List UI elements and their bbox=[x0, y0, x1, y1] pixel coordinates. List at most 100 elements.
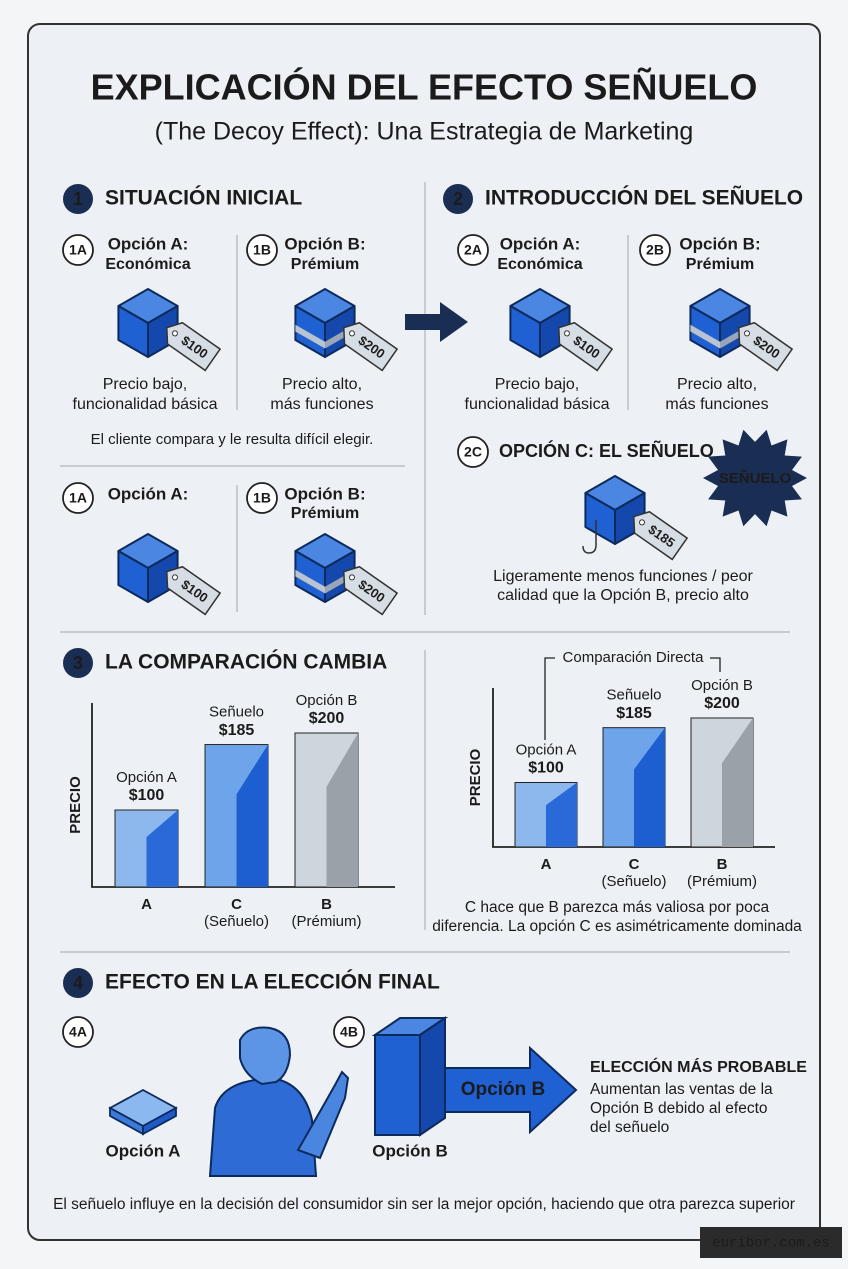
section-number-text: 1 bbox=[73, 189, 83, 209]
badge bbox=[62, 234, 94, 266]
bar-category: (Prémium) bbox=[687, 873, 757, 890]
bar-shade bbox=[722, 718, 753, 847]
option-tier: Prémium bbox=[291, 505, 359, 522]
decoy-desc: calidad que la Opción B, precio alto bbox=[497, 587, 749, 604]
bar-shade bbox=[236, 744, 268, 887]
badge bbox=[62, 482, 94, 514]
bar-value-label: $185 bbox=[219, 722, 255, 739]
decoy-desc: Ligeramente menos funciones / peor bbox=[493, 568, 753, 585]
section-number bbox=[63, 648, 93, 678]
bar-category: C bbox=[231, 896, 242, 913]
arrow-label: Opción B bbox=[461, 1079, 545, 1100]
section-number bbox=[443, 184, 473, 214]
heading: INTRODUCCIÓN DEL SEÑUELO bbox=[485, 186, 803, 210]
bar-category: A bbox=[141, 896, 152, 913]
badge bbox=[62, 1016, 94, 1048]
badge bbox=[333, 1016, 365, 1048]
result-text: del señuelo bbox=[590, 1119, 669, 1136]
bar-value-label: $100 bbox=[129, 787, 165, 804]
person-arm bbox=[296, 1070, 350, 1160]
option-tier: Económica bbox=[105, 256, 190, 273]
tall-box-front bbox=[374, 1034, 421, 1136]
badge-text: 4B bbox=[340, 1024, 358, 1040]
option-name: Opción B: bbox=[284, 234, 365, 253]
option-tier: Prémium bbox=[291, 256, 359, 273]
bar-top-label: Señuelo bbox=[209, 704, 264, 721]
tag-hole bbox=[348, 574, 355, 581]
arrow bbox=[405, 302, 468, 342]
option-desc: Precio alto, bbox=[282, 376, 362, 393]
bar-shade bbox=[146, 810, 178, 887]
result-title: ELECCIÓN MÁS PROBABLE bbox=[590, 1057, 807, 1076]
option-name: Opción A: bbox=[108, 234, 189, 253]
badge-text: 4A bbox=[69, 1024, 87, 1040]
burst-text: SEÑUELO bbox=[719, 469, 792, 487]
tag-shape bbox=[738, 321, 794, 372]
cube-stripe bbox=[295, 324, 325, 349]
bar-category: C bbox=[629, 856, 640, 873]
chart-note: diferencia. La opción C es asimétricamen… bbox=[432, 918, 802, 935]
bracket bbox=[544, 657, 555, 740]
tag-shape bbox=[166, 321, 222, 372]
bar-top-label: Opción A bbox=[116, 769, 177, 786]
axis bbox=[91, 703, 395, 888]
dividers bbox=[60, 182, 790, 953]
bar-shade bbox=[634, 727, 665, 847]
title: EXPLICACIÓN DEL EFECTO SEÑUELO bbox=[91, 66, 758, 108]
result-text: Opción B debido al efecto bbox=[590, 1100, 768, 1117]
option-name: Opción A: bbox=[500, 234, 581, 253]
axis-label: PRECIO bbox=[467, 748, 484, 806]
cube-stripe bbox=[690, 324, 720, 349]
bar-category: A bbox=[541, 856, 552, 873]
heading: SITUACIÓN INICIAL bbox=[105, 186, 302, 210]
option-desc: funcionalidad básica bbox=[465, 396, 610, 413]
option-name: Opción B: bbox=[284, 484, 365, 503]
tag-shape bbox=[343, 565, 399, 616]
badge bbox=[639, 234, 671, 266]
hook bbox=[582, 520, 597, 554]
footer: El señuelo influye en la decisión del co… bbox=[53, 1196, 795, 1213]
badge bbox=[246, 234, 278, 266]
tag-shape bbox=[166, 565, 222, 616]
tag-hole bbox=[171, 574, 178, 581]
heading: EFECTO EN LA ELECCIÓN FINAL bbox=[105, 970, 440, 994]
option-desc: Precio bajo, bbox=[495, 376, 580, 393]
bar-category: (Prémium) bbox=[292, 913, 362, 930]
result-text: Aumentan las ventas de la bbox=[590, 1081, 773, 1098]
cube-stripe bbox=[295, 569, 325, 594]
option-name: Opción A: bbox=[108, 484, 189, 503]
bracket bbox=[710, 657, 721, 672]
tag-hole bbox=[348, 330, 355, 337]
badge bbox=[246, 482, 278, 514]
heading: LA COMPARACIÓN CAMBIA bbox=[105, 650, 387, 674]
option-tier: Prémium bbox=[686, 256, 754, 273]
chart-note: C hace que B parezca más valiosa por poc… bbox=[465, 899, 770, 916]
badge-text: 1B bbox=[253, 490, 271, 506]
badge bbox=[457, 234, 489, 266]
bar-top-label: Señuelo bbox=[606, 687, 661, 704]
bar-value-label: $100 bbox=[528, 760, 564, 777]
bar-category: (Señuelo) bbox=[601, 873, 666, 890]
badge bbox=[457, 436, 489, 468]
axis-label: PRECIO bbox=[67, 776, 84, 834]
bracket-label: Comparación Directa bbox=[563, 649, 705, 666]
tag-shape bbox=[343, 321, 399, 372]
bar-shade bbox=[326, 733, 358, 887]
badge-text: 1A bbox=[69, 490, 87, 506]
option-label: Opción A bbox=[106, 1141, 181, 1160]
bar-value-label: $185 bbox=[616, 705, 652, 722]
bar-top-label: Opción B bbox=[296, 692, 358, 709]
tag-hole bbox=[743, 330, 750, 337]
person-head bbox=[239, 1026, 292, 1086]
badge-text: 1A bbox=[69, 242, 87, 258]
bar-top-label: Opción B bbox=[691, 677, 753, 694]
option-label: Opción B bbox=[372, 1141, 448, 1160]
tag-hole bbox=[638, 519, 645, 526]
badge-text: 2A bbox=[464, 242, 482, 258]
axis bbox=[492, 688, 775, 848]
person-body bbox=[208, 1079, 318, 1177]
tag-hole bbox=[563, 330, 570, 337]
option-tier: Económica bbox=[497, 256, 582, 273]
badge-text: 2C bbox=[464, 444, 482, 460]
tall-box-side bbox=[419, 1016, 446, 1137]
